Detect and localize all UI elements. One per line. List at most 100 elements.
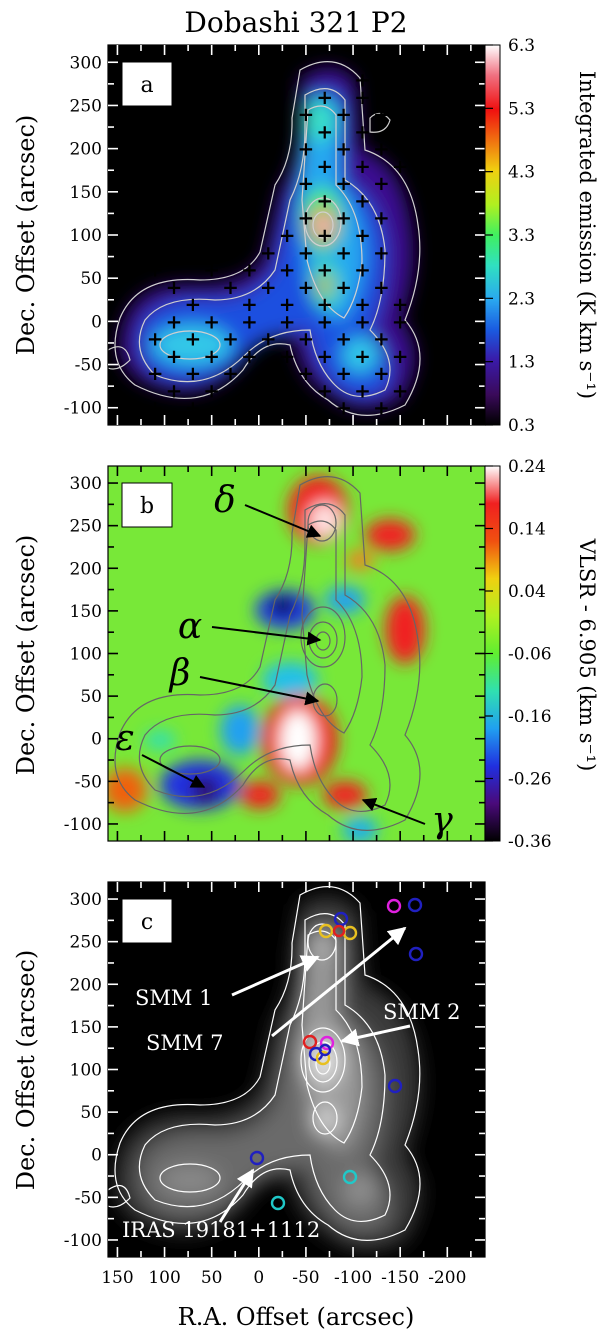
sample-cross: + [354,378,371,402]
panel-c-x-tick-labels: 150 100 50 0 -50 -100 -150 -200 [101,1268,466,1288]
sample-cross: + [260,275,277,299]
sample-cross: + [373,275,390,299]
sample-cross: + [241,344,258,368]
y-tick-label: -100 [64,815,102,835]
y-tick-label: -50 [75,1188,102,1208]
sample-cross: + [373,361,390,385]
sample-cross: + [184,240,201,264]
panel-b-y-axis-label: Dec. Offset (arcsec) [12,535,40,776]
sample-cross: + [316,344,333,368]
sample-cross: + [298,102,315,126]
y-tick-label: 200 [70,559,102,579]
colorbar-tick-label: 2.3 [508,289,535,309]
arrow-alpha [211,626,322,646]
sample-cross: + [298,361,315,385]
panel-c-ticks [108,882,485,1257]
y-tick-label: 150 [70,602,102,622]
colorbar-tick-label: 0.14 [508,520,546,540]
source-marker [342,1169,358,1185]
sample-cross: + [279,292,296,316]
panel-c-contours [108,886,421,1241]
sample-cross: + [335,171,352,195]
sample-cross: + [335,275,352,299]
panel-a-letter: a [140,73,153,98]
sample-cross: + [354,258,371,282]
sample-cross: + [373,171,390,195]
sample-cross: + [166,378,183,402]
sample-cross: + [166,309,183,333]
label-gamma: γ [431,800,453,841]
label-smm7: SMM 7 [146,1031,223,1055]
label-alpha: α [178,606,202,647]
y-tick-label: -50 [75,772,102,792]
colorbar-tick-label: 5.3 [508,99,535,119]
source-marker [408,946,424,962]
sample-cross: + [298,396,315,420]
y-tick-label: -50 [75,356,102,376]
colorbar-tick-label: -0.16 [508,707,552,727]
y-tick-label: 300 [70,53,102,73]
x-tick-label: -150 [381,1268,419,1288]
colorbar-tick-label: 1.3 [508,353,535,373]
sample-cross: + [354,223,371,247]
sample-cross: + [354,85,371,109]
x-tick-label: 150 [101,1268,133,1288]
sample-cross: + [392,344,409,368]
panel-c-emission-map [115,896,420,1251]
y-tick-label: 50 [80,269,102,289]
sample-cross: + [316,188,333,212]
panel-b: δ α β ε γ 300 250 200 150 100 50 0 -50 -100 b De… [12,457,599,852]
colorbar-tick-label: 4.3 [508,163,535,183]
panel-b-annotation-arrows [141,504,426,825]
source-marker [270,1195,286,1211]
panel-c-y-axis-label: Dec. Offset (arcsec) [12,950,40,1191]
panel-b-letter: b [140,494,154,519]
panel-c-letter-box [121,898,173,944]
sample-cross: + [354,309,371,333]
sample-cross: + [354,344,371,368]
sample-cross: + [260,396,277,420]
source-marker [387,1078,403,1094]
sample-cross: + [316,85,333,109]
panel-b-colorbar-ticks: 0.24 0.14 0.04 -0.06 -0.16 -0.26 -0.36 [485,457,552,852]
sample-cross: + [298,240,315,264]
sample-cross: + [203,309,220,333]
panel-a-y-tick-labels: 300 250 200 150 100 50 0 -50 -100 [64,53,102,418]
colorbar-tick-label: 0.3 [508,416,535,436]
sample-cross: + [279,258,296,282]
sample-cross: + [203,378,220,402]
panel-b-letter-box [121,482,173,528]
sample-cross: + [222,327,239,351]
sample-cross: + [298,171,315,195]
sample-cross: + [203,258,220,282]
sample-cross: + [392,85,409,109]
y-tick-label: 250 [70,517,102,537]
y-tick-label: 100 [70,1061,102,1081]
sample-cross: + [373,102,390,126]
sample-cross: + [166,344,183,368]
sample-cross: + [147,258,164,282]
sample-cross: + [354,154,371,178]
sample-cross: + [354,292,371,316]
colorbar-tick-label: 3.3 [508,226,535,246]
sample-cross: + [147,361,164,385]
arrow-smm1 [231,955,320,997]
label-smm2: SMM 2 [383,1000,460,1024]
sample-cross: + [335,240,352,264]
y-tick-label: 300 [70,890,102,910]
y-tick-label: 150 [70,183,102,203]
sample-cross: + [335,102,352,126]
sample-cross: + [373,240,390,264]
y-tick-label: -100 [64,399,102,419]
y-tick-label: -100 [64,1231,102,1251]
panel-a-colorbar-label: Integrated emission (K km s⁻¹) [575,71,599,399]
y-tick-label: 0 [91,730,102,750]
sample-cross: + [279,223,296,247]
colorbar-tick-label: 6.3 [508,36,535,56]
source-marker [332,924,346,938]
label-iras: IRAS 19181+1112 [122,1218,320,1242]
x-tick-label: 50 [201,1268,223,1288]
sample-cross: + [373,327,390,351]
label-epsilon: ε [115,718,134,759]
panel-c-source-markers [249,897,424,1211]
